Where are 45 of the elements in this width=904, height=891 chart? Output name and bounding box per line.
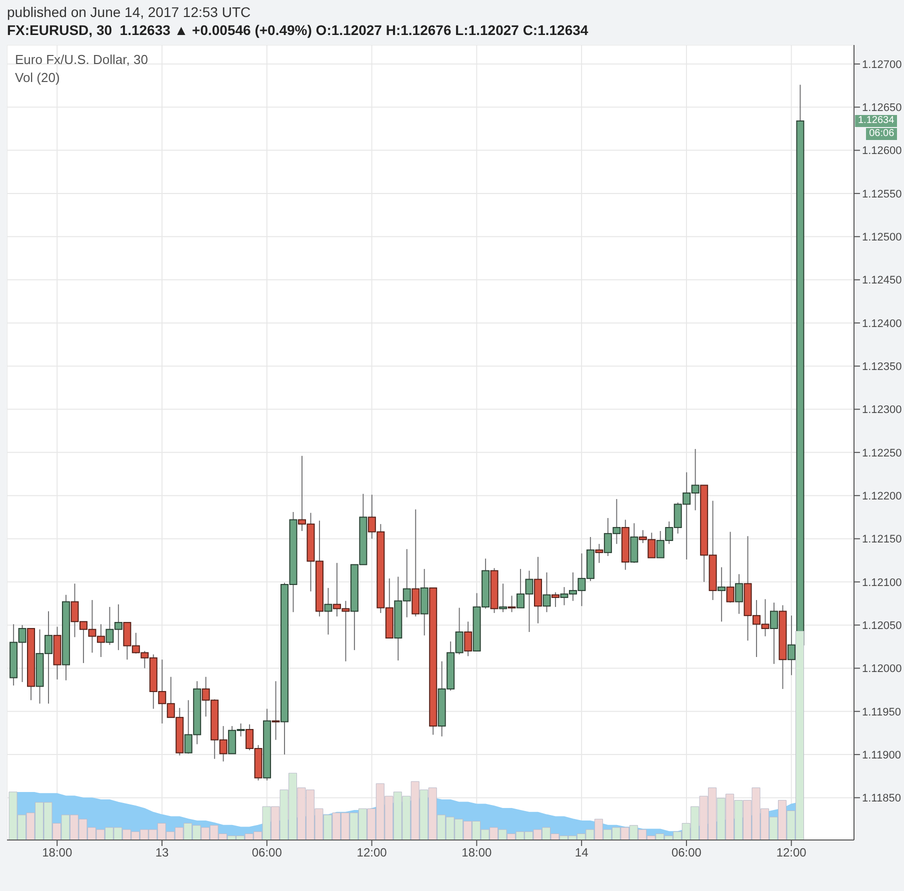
y-tick-label: 1.11950 (862, 706, 901, 718)
y-tick-label: 1.12150 (862, 534, 902, 546)
x-tick-label: 18:00 (462, 846, 492, 860)
candlestick (464, 621, 472, 657)
x-tick-label: 13 (155, 846, 169, 860)
candlestick (735, 574, 744, 614)
y-tick-label: 1.12000 (862, 663, 902, 676)
x-tick-label: 12:00 (776, 846, 807, 860)
y-tick-label: 1.11900 (862, 749, 901, 762)
chart-title: Vol (20) (15, 70, 60, 85)
x-tick-label: 14 (574, 846, 589, 860)
x-tick-label: 18:00 (42, 846, 72, 860)
y-tick-label: 1.12050 (862, 620, 902, 632)
y-tick-label: 1.12200 (862, 490, 902, 502)
y-tick-label: 1.12300 (862, 404, 902, 416)
y-tick-label: 1.12700 (862, 58, 902, 71)
y-tick-label: 1.12400 (862, 318, 902, 330)
y-tick-label: 1.12650 (862, 102, 902, 114)
text: 1.12634 (855, 114, 898, 127)
chart-title: FX:EURUSD, 30 1.12633 ▲ +0.00546 (+0.49%) O:1.12027 H:1.12676 L:1.12027 C:1.12634 (7, 22, 588, 38)
candlestick (499, 583, 508, 613)
y-tick-label: 1.12500 (862, 232, 902, 244)
candlestick (726, 531, 734, 604)
y-tick-label: 1.11850 (862, 792, 901, 805)
candlestick (551, 592, 560, 608)
y-tick-label: 1.12350 (862, 361, 902, 374)
x-tick-label: 06:00 (671, 846, 702, 860)
x-tick-label: 06:00 (252, 846, 282, 860)
y-tick-label: 1.12250 (862, 447, 902, 460)
text: Euro Fx/U.S. Dollar, 30 (15, 52, 148, 67)
y-tick-label: 1.12100 (862, 576, 902, 589)
candlestick (542, 572, 551, 613)
text: published on June 14, 2017 12:53 UTC (7, 4, 251, 20)
candlestick (508, 595, 516, 613)
y-tick-label: 1.12550 (862, 188, 902, 200)
y-tick-label: 1.12450 (862, 274, 902, 287)
candlestick (272, 680, 280, 740)
x-tick-label: 12:00 (356, 846, 388, 860)
candlestick (595, 543, 604, 564)
text: 06:06 (866, 128, 898, 140)
y-tick-label: 1.12600 (862, 145, 902, 158)
candlestick (718, 566, 726, 622)
candlestick (787, 615, 796, 676)
candlestick (770, 602, 778, 664)
candlestick (324, 587, 332, 636)
